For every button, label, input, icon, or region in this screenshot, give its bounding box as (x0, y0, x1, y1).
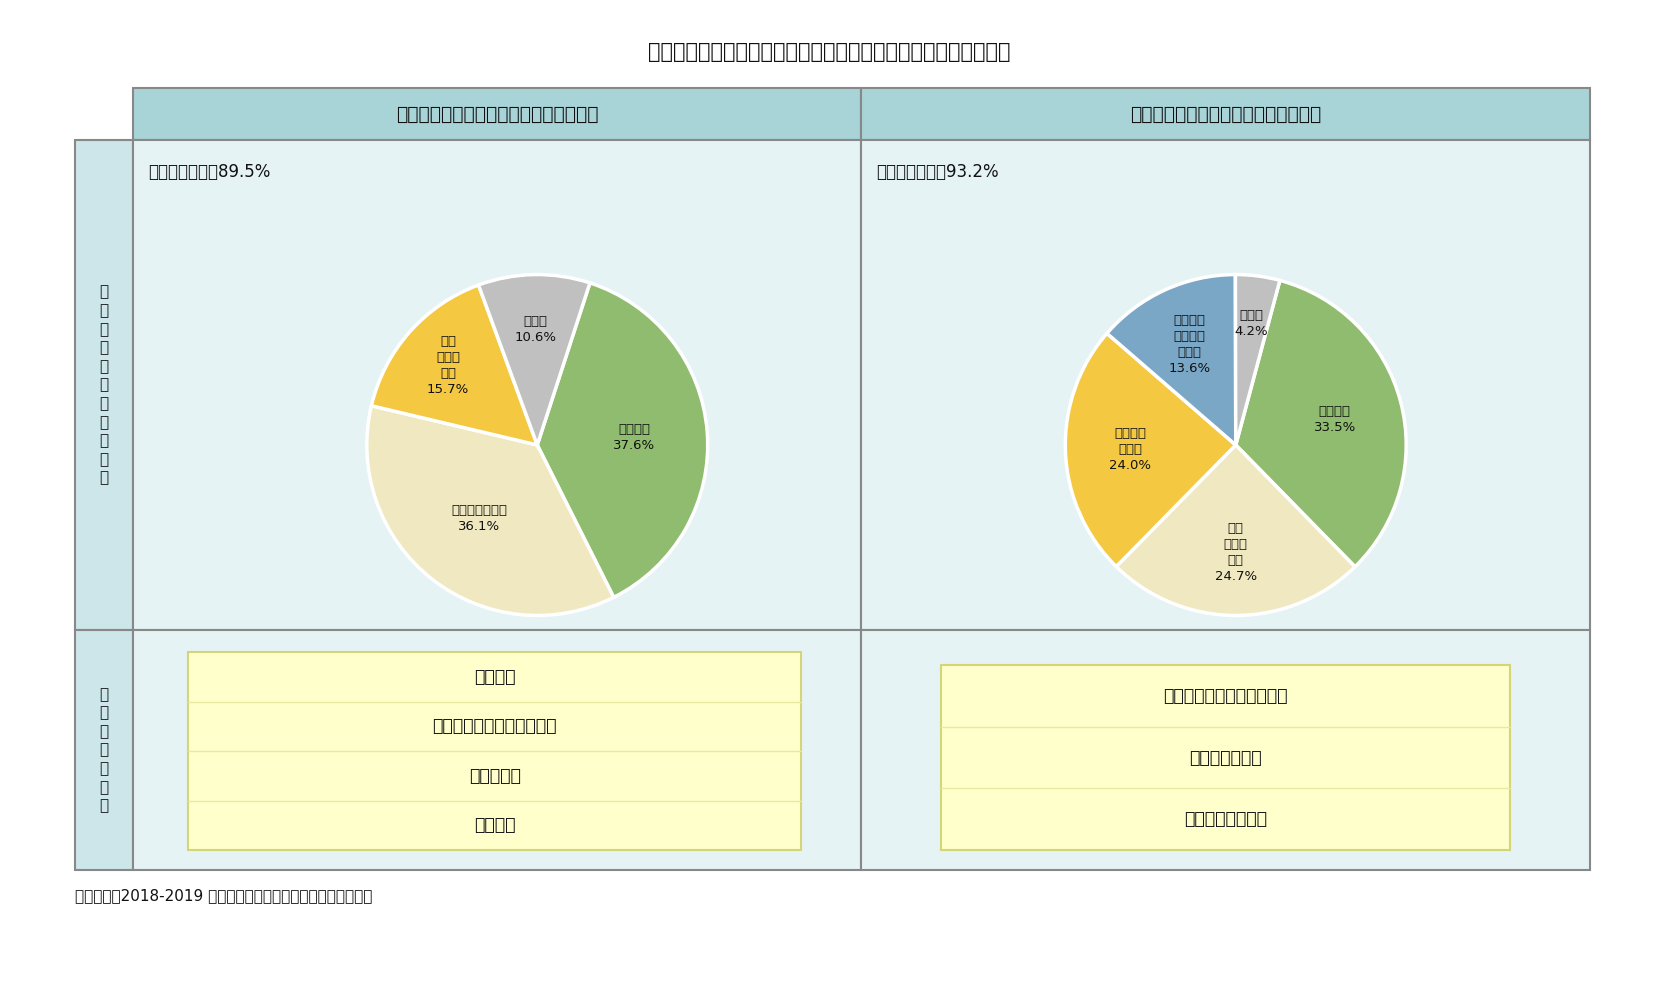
FancyBboxPatch shape (75, 630, 133, 870)
Wedge shape (1234, 274, 1279, 445)
Wedge shape (537, 283, 708, 598)
Text: 全面的な介助が必要な高齢者（重度）: 全面的な介助が必要な高齢者（重度） (1130, 104, 1321, 124)
FancyBboxPatch shape (862, 140, 1589, 630)
FancyBboxPatch shape (133, 140, 862, 630)
Text: 尿道カテーテルなどの管理: 尿道カテーテルなどの管理 (432, 718, 557, 735)
Text: 大部分で介助が必要な高齢者（中程度）: 大部分で介助が必要な高齢者（中程度） (396, 104, 598, 124)
Wedge shape (479, 274, 590, 445)
Text: （出所）『2018-2019 中国長期介護調査・研究報告』より作成: （出所）『2018-2019 中国長期介護調査・研究報告』より作成 (75, 888, 373, 903)
Text: 在宅（家
政婦）
24.0%: 在宅（家 政婦） 24.0% (1109, 427, 1150, 472)
FancyBboxPatch shape (862, 630, 1589, 870)
Text: 服薬介助: 服薬介助 (474, 667, 515, 686)
FancyBboxPatch shape (133, 88, 862, 140)
Wedge shape (371, 285, 537, 445)
Text: 専門機関
37.6%: 専門機関 37.6% (613, 423, 655, 452)
Text: 必
要
な
サ
ー
ビ
ス: 必 要 な サ ー ビ ス (99, 687, 108, 813)
Text: 尿道カテーテルなどの管理: 尿道カテーテルなどの管理 (1163, 687, 1287, 705)
FancyBboxPatch shape (187, 652, 800, 850)
Text: 図表３　高齢者が今後希望する介助・介護体制と必要なサービス: 図表３ 高齢者が今後希望する介助・介護体制と必要なサービス (648, 42, 1009, 62)
FancyBboxPatch shape (862, 88, 1589, 140)
Text: 傷・褥瘡の治療: 傷・褥瘡の治療 (1188, 748, 1261, 767)
Text: その他
4.2%: その他 4.2% (1234, 309, 1268, 338)
Wedge shape (1065, 333, 1234, 566)
Text: 食事配達: 食事配達 (474, 816, 515, 835)
Text: 在宅
（家政
婦）
15.7%: 在宅 （家政 婦） 15.7% (426, 335, 469, 396)
Text: 在宅
（近親
者）
24.7%: 在宅 （近親 者） 24.7% (1215, 522, 1256, 583)
FancyBboxPatch shape (941, 665, 1510, 850)
Wedge shape (366, 406, 613, 615)
Wedge shape (1107, 274, 1234, 445)
Text: その他
10.6%: その他 10.6% (514, 315, 555, 344)
Wedge shape (1234, 280, 1405, 567)
Text: 専門機関
33.5%: 専門機関 33.5% (1312, 405, 1355, 434)
Text: 心理的なサポート: 心理的なサポート (1183, 810, 1266, 828)
FancyBboxPatch shape (133, 630, 862, 870)
FancyBboxPatch shape (75, 140, 133, 630)
Wedge shape (1115, 445, 1354, 615)
Text: マッサージ: マッサージ (469, 767, 520, 784)
Text: 地区の介
護ステー
ション
13.6%: 地区の介 護ステー ション 13.6% (1168, 314, 1210, 375)
Text: 希
望
す
る
介
助
・
介
護
体
制: 希 望 す る 介 助 ・ 介 護 体 制 (99, 284, 108, 486)
Text: 今後の需要度：89.5%: 今後の需要度：89.5% (147, 163, 270, 181)
Text: 今後の需要度：93.2%: 今後の需要度：93.2% (877, 163, 999, 181)
Text: 在宅（近親者）
36.1%: 在宅（近親者） 36.1% (451, 504, 507, 533)
